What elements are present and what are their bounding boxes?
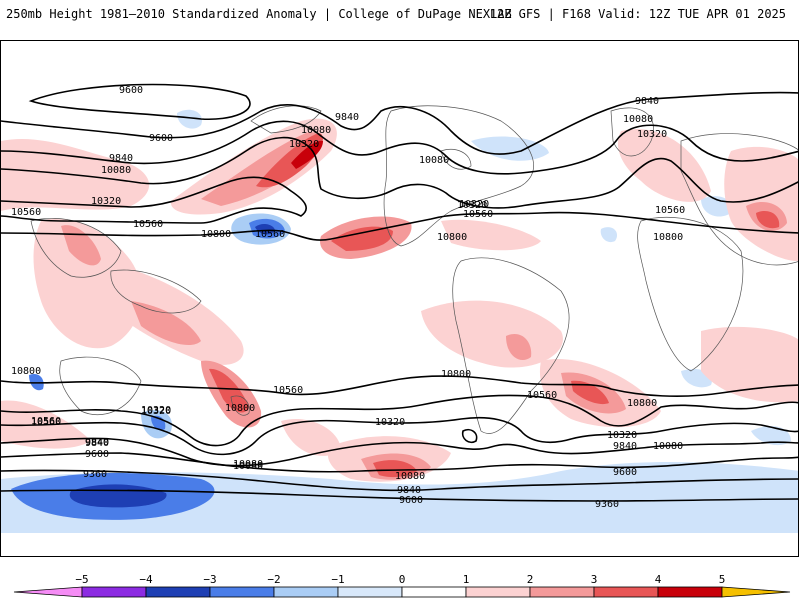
colorbar-segment xyxy=(273,586,339,598)
contour-label: 10800 xyxy=(437,232,467,243)
contour-label: 10080 xyxy=(301,125,331,136)
contour-label: 10320 xyxy=(141,405,171,416)
colorbar: −5 −4 −3 −2 −1 0 1 2 3 4 5 xyxy=(13,573,791,598)
contour-label: 9840 xyxy=(635,96,659,107)
colorbar-segment xyxy=(401,586,467,598)
contour-label: 9840 xyxy=(85,437,109,448)
contour-label: 9840 xyxy=(335,112,359,123)
contour-label: 9600 xyxy=(399,495,423,506)
contour-label: 10080 xyxy=(395,471,425,482)
run-info: 12Z GFS | F168 Valid: 12Z TUE APR 01 202… xyxy=(489,7,786,21)
contour-label: 9600 xyxy=(85,449,109,460)
colorbar-tick-label: −3 xyxy=(203,573,216,586)
contour-label: 9600 xyxy=(119,85,143,96)
colorbar-segment xyxy=(657,586,723,598)
contour-label: 10800 xyxy=(653,232,683,243)
colorbar-segment xyxy=(209,586,275,598)
header: 250mb Height 1981–2010 Standardized Anom… xyxy=(0,0,800,28)
colorbar-tick-label: 3 xyxy=(591,573,598,586)
map-panel[interactable]: 9600 9840 10080 10320 9600 9840 10080 10… xyxy=(0,40,799,557)
contour-label: 9360 xyxy=(83,469,107,480)
contour-label: 10320 xyxy=(459,199,489,210)
contour-label: 10080 xyxy=(623,114,653,125)
contour-label: 9600 xyxy=(613,467,637,478)
contour-label: 9840 xyxy=(109,153,133,164)
contour-label: 10320 xyxy=(457,200,487,211)
contour-label: 10320 xyxy=(637,129,667,140)
contour-label: 10560 xyxy=(31,417,61,428)
map-title: 250mb Height 1981–2010 Standardized Anom… xyxy=(6,7,512,21)
contour-label: 10320 xyxy=(91,196,121,207)
contour-label: 10560 xyxy=(655,205,685,216)
colorbar-tick-label: 1 xyxy=(463,573,470,586)
contour-label: 10800 xyxy=(201,229,231,240)
colorbar-segment xyxy=(465,586,531,598)
positive-anomaly-shading xyxy=(1,118,798,496)
contour-label: 10320 xyxy=(375,417,405,428)
contour-label: 10560 xyxy=(31,416,61,427)
contour-label: 10080 xyxy=(233,459,263,470)
colorbar-tick-label: −4 xyxy=(139,573,153,586)
colorbar-arrow-low xyxy=(13,586,83,598)
contour-label: 10800 xyxy=(441,369,471,380)
colorbar-segments xyxy=(13,586,791,598)
contour-label: 10800 xyxy=(11,366,41,377)
contour-label: 9360 xyxy=(595,499,619,510)
contour-label: 10560 xyxy=(273,385,303,396)
contour-label: 10560 xyxy=(527,390,557,401)
colorbar-segment xyxy=(529,586,595,598)
height-contours xyxy=(1,83,798,502)
colorbar-tick-label: 2 xyxy=(527,573,534,586)
contour-label: 10320 xyxy=(141,406,171,417)
contour-label: 10080 xyxy=(233,461,263,472)
colorbar-segment xyxy=(145,586,211,598)
contour-label: 9840 xyxy=(85,438,109,449)
contour-label: 10320 xyxy=(607,430,637,441)
colorbar-segment xyxy=(81,586,147,598)
colorbar-tick-label: 0 xyxy=(399,573,406,586)
colorbar-segment xyxy=(593,586,659,598)
colorbar-segment xyxy=(337,586,403,598)
contour-label: 10080 xyxy=(419,155,449,166)
contour-label: 10560 xyxy=(255,229,285,240)
colorbar-arrow-high xyxy=(721,586,791,598)
contour-label: 10080 xyxy=(101,165,131,176)
contour-label: 10800 xyxy=(225,403,255,414)
colorbar-tick-label: −5 xyxy=(75,573,88,586)
contour-label: 10560 xyxy=(463,209,493,220)
contour-label: 9840 xyxy=(613,441,637,452)
contour-label: 10560 xyxy=(133,219,163,230)
colorbar-tick-label: 5 xyxy=(719,573,726,586)
contour-label: 10080 xyxy=(653,441,683,452)
contour-label: 10800 xyxy=(627,398,657,409)
negative-anomaly-shading xyxy=(1,109,798,533)
map-canvas: 9600 9840 10080 10320 9600 9840 10080 10… xyxy=(1,83,798,533)
contour-labels: 9600 9840 10080 10320 9600 9840 10080 10… xyxy=(11,85,685,510)
colorbar-tick-labels: −5 −4 −3 −2 −1 0 1 2 3 4 5 xyxy=(75,573,725,586)
contour-label: 9840 xyxy=(397,485,421,496)
contour-label: 10320 xyxy=(289,139,319,150)
contour-label: 9600 xyxy=(149,133,173,144)
colorbar-tick-label: −2 xyxy=(267,573,280,586)
contour-label: 10560 xyxy=(11,207,41,218)
colorbar-tick-label: −1 xyxy=(331,573,344,586)
colorbar-tick-label: 4 xyxy=(655,573,662,586)
